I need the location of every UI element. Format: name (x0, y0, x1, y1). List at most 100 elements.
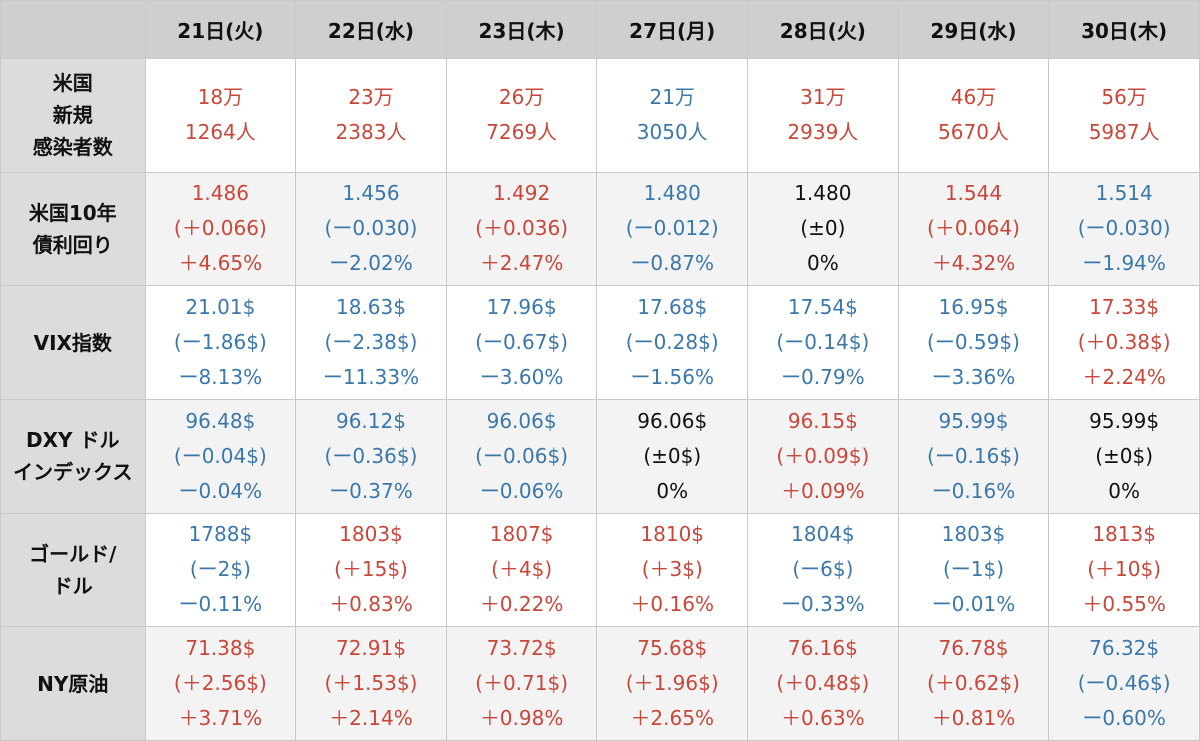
cell-value: 75.68$ (637, 636, 708, 661)
value-cell: 95.99$ (ー0.16$) ー0.16% (897, 398, 1050, 514)
row-label-line: 米国10年 (28, 200, 117, 225)
value-cell: 1.544 (＋0.064) ＋4.32% (897, 171, 1050, 287)
cell-change: (＋0.09$) (776, 443, 870, 468)
cell-value: 1788$ (188, 522, 253, 547)
cell-change: (＋0.38$) (1077, 330, 1171, 355)
cell-percent: ＋2.14% (329, 706, 413, 731)
cell-change: (ー0.46$) (1077, 671, 1171, 696)
cell-change: 3050人 (636, 120, 708, 145)
cell-percent: ー0.01% (931, 592, 1016, 617)
value-cell: 31万 2939人 (747, 58, 899, 173)
cell-value: 1810$ (640, 522, 705, 547)
value-cell: 75.68$ (＋1.96$) ＋2.65% (596, 626, 749, 741)
value-cell: 76.16$ (＋0.48$) ＋0.63% (747, 626, 899, 741)
cell-value: 95.99$ (1089, 408, 1160, 433)
column-header: 21日(火) (144, 0, 297, 59)
corner-cell (0, 0, 146, 59)
value-cell: 1803$ (ー1$) ー0.01% (897, 512, 1050, 628)
value-cell: 21.01$ (ー1.86$) ー8.13% (144, 285, 297, 400)
cell-percent: ー0.11% (178, 592, 263, 617)
cell-percent: ー0.60% (1082, 706, 1166, 731)
value-cell: 21万 3050人 (596, 58, 749, 173)
column-header: 22日(水) (295, 0, 447, 59)
cell-percent: ＋0.22% (479, 592, 564, 617)
row-label-line: ゴールド/ (29, 541, 117, 566)
value-cell: 76.32$ (ー0.46$) ー0.60% (1048, 626, 1200, 741)
cell-change: (＋2.56$) (173, 671, 267, 696)
cell-change: (＋0.71$) (475, 671, 569, 696)
cell-value: 21.01$ (185, 295, 256, 320)
value-cell: 26万 7269人 (445, 58, 598, 173)
value-cell: 1803$ (＋15$) ＋0.83% (295, 512, 447, 628)
cell-value: 26万 (498, 85, 545, 110)
cell-percent: ー0.79% (781, 365, 865, 390)
value-cell: 1.456 (ー0.030) ー2.02% (295, 171, 447, 287)
cell-change: (ー0.59$) (927, 330, 1020, 355)
cell-percent: 0% (656, 478, 689, 503)
value-cell: 76.78$ (＋0.62$) ＋0.81% (897, 626, 1050, 741)
row-us10y-yield: 米国10年 債利回り 1.486 (＋0.066) ＋4.65% 1.456 (ー0.030… (0, 171, 1200, 287)
value-cell: 17.96$ (ー0.67$) ー3.60% (445, 285, 598, 400)
row-label: NY原油 (0, 626, 146, 741)
row-label: 米国 新規 感染者数 (0, 58, 146, 173)
row-label-line: VIX指数 (33, 330, 112, 355)
value-cell: 18.63$ (ー2.38$) ー11.33% (295, 285, 447, 400)
cell-change: (＋15$) (334, 557, 408, 582)
cell-percent: ー0.16% (931, 478, 1016, 503)
value-cell: 18万 1264人 (144, 58, 297, 173)
cell-change: (ー0.36$) (324, 443, 418, 468)
row-label-line: DXY ドル (26, 428, 120, 453)
cell-percent: ＋2.65% (630, 706, 714, 731)
row-label-line: インデックス (13, 460, 133, 485)
cell-value: 73.72$ (486, 636, 557, 661)
cell-change: (＋0.62$) (927, 671, 1020, 696)
cell-change: 1264人 (184, 120, 256, 145)
cell-value: 1.544 (944, 181, 1003, 206)
cell-change: (±0$) (643, 443, 702, 468)
cell-change: 2939人 (787, 120, 859, 145)
cell-change: (ー2$) (189, 557, 251, 582)
value-cell: 1.514 (ー0.030) ー1.94% (1048, 171, 1200, 287)
cell-change: 5987人 (1088, 120, 1160, 145)
column-header: 29日(水) (897, 0, 1050, 59)
cell-change: (ー0.04$) (173, 443, 267, 468)
cell-percent: ＋2.24% (1082, 365, 1166, 390)
cell-value: 76.32$ (1089, 636, 1160, 661)
cell-percent: ー1.94% (1082, 251, 1166, 276)
value-cell: 1813$ (＋10$) ＋0.55% (1048, 512, 1200, 628)
cell-change: (＋10$) (1087, 557, 1162, 582)
value-cell: 96.06$ (±0$) 0% (596, 398, 749, 514)
cell-value: 21万 (649, 85, 695, 110)
cell-percent: ＋4.65% (178, 251, 263, 276)
row-label: VIX指数 (0, 285, 146, 400)
cell-value: 71.38$ (185, 636, 256, 661)
cell-value: 96.06$ (637, 408, 708, 433)
cell-change: 7269人 (486, 120, 558, 145)
row-label-line: NY原油 (37, 671, 109, 696)
cell-change: (±0$) (1095, 443, 1154, 468)
value-cell: 1788$ (ー2$) ー0.11% (144, 512, 297, 628)
cell-value: 1.480 (643, 181, 701, 206)
value-cell: 96.06$ (ー0.06$) ー0.06% (445, 398, 598, 514)
cell-change: (ー0.06$) (475, 443, 569, 468)
value-cell: 95.99$ (±0$) 0% (1048, 398, 1200, 514)
row-new-cases: 米国 新規 感染者数 18万 1264人 23万 2383人 26万 7269人 21万 3050人… (0, 58, 1200, 173)
value-cell: 17.68$ (ー0.28$) ー1.56% (596, 285, 749, 400)
cell-percent: 0% (1108, 478, 1140, 503)
cell-percent: ー0.04% (178, 478, 263, 503)
value-cell: 1807$ (＋4$) ＋0.22% (445, 512, 598, 628)
row-gold: ゴールド/ドル 1788$ (ー2$) ー0.11% 1803$ (＋15$) ＋0.83%… (0, 512, 1200, 628)
cell-value: 1813$ (1092, 522, 1156, 547)
cell-value: 1804$ (791, 522, 855, 547)
cell-value: 96.15$ (787, 408, 858, 433)
header-row: 21日(火) 22日(水) 23日(木) 27日(月) 28日(火) 29日(水… (0, 0, 1200, 59)
row-label: DXY ドル インデックス (0, 398, 146, 514)
value-cell: 1.492 (＋0.036) ＋2.47% (445, 171, 598, 287)
value-cell: 17.33$ (＋0.38$) ＋2.24% (1048, 285, 1200, 400)
cell-change: 5670人 (938, 120, 1009, 145)
row-label-line: 感染者数 (32, 135, 113, 160)
cell-value: 96.12$ (335, 408, 406, 433)
cell-change: (＋0.064) (927, 216, 1020, 241)
cell-change: (＋4$) (491, 557, 553, 582)
cell-value: 17.96$ (486, 295, 557, 320)
